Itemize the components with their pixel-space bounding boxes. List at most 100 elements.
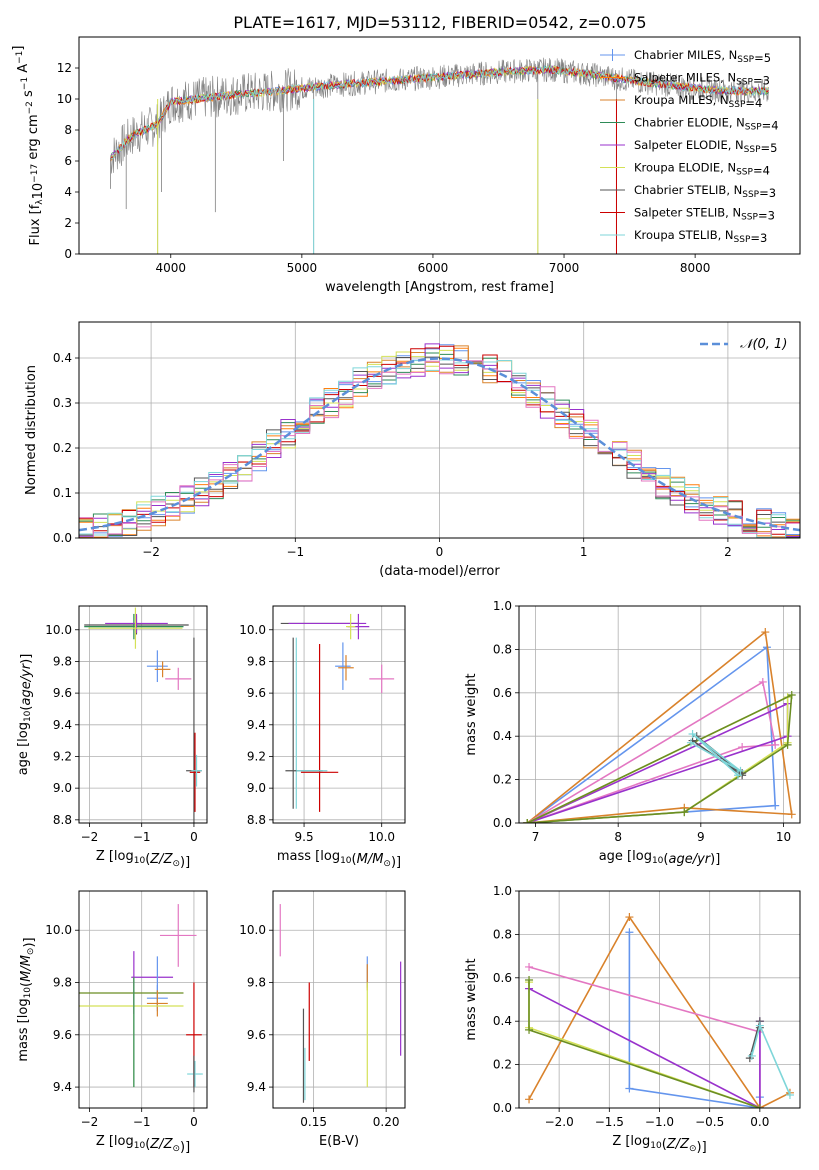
y-tick-label: 9.4 [247,1080,266,1094]
y-tick-label: 0.0 [53,531,72,545]
x-tick-label: 0 [436,545,444,559]
axes-frame [78,890,208,1109]
y-tick-label: 9.8 [247,654,266,668]
x-tick-label: 0.0 [750,1115,769,1129]
x-tick-label: 0.20 [373,1115,400,1129]
y-tick-label: 9.6 [53,1028,72,1042]
y-axis-label: mass [log10(M/M⊙)] [16,937,37,1061]
x-tick-label: 7000 [549,261,580,275]
y-tick-label: 9.4 [53,1080,72,1094]
y-axis-label: mass weight [464,958,479,1040]
weight-marker [755,1021,764,1030]
weight-marker [525,1025,534,1034]
axes-frame [78,605,208,824]
y-tick-label: 0.4 [493,1014,512,1028]
x-tick-label: −0.5 [695,1115,724,1129]
weight-line [526,702,789,823]
panel-weight_vs_age: 7 8 9 10 0.0 0.2 0.4 0.6 0.8 1.0 age [log10(age/yr… [464,599,801,867]
y-axis-label: age [log10(age/yr)] [16,654,34,776]
x-axis-label: E(B-V) [319,1134,359,1149]
y-tick-label: 0.4 [493,729,512,743]
x-tick-label: −1 [133,1115,151,1129]
x-tick-label: 8 [614,830,622,844]
errorbar-points [280,613,395,812]
x-tick-label: −1.0 [645,1115,674,1129]
y-axis-label: mass weight [464,673,479,755]
legend-label: Salpeter MILES, NSSP=3 [634,71,770,88]
y-tick-label: 1.0 [493,884,512,898]
y-tick-label: 9.0 [247,781,266,795]
weight-marker [525,1095,534,1104]
x-axis-label: wavelength [Angstrom, rest frame] [325,280,554,295]
x-tick-label: −1 [286,545,304,559]
y-tick-label: 10.0 [45,623,72,637]
axes-frame [272,605,406,824]
weight-marker [787,690,796,699]
weight-marker [525,962,534,971]
x-tick-label: 6000 [418,261,449,275]
y-tick-label: 0.2 [53,441,72,455]
weight-series [525,913,794,1108]
weight-line [528,915,791,1108]
weight-marker [680,808,689,817]
y-tick-label: 9.6 [53,686,72,700]
legend-label: Kroupa ELODIE, NSSP=4 [634,161,770,178]
weight-marker [758,677,767,686]
y-tick-label: 9.2 [247,749,266,763]
axes-frame [272,890,406,1109]
panel-age_vs_Z: −2 −1 0 8.8 9.0 9.2 9.4 9.6 9.8 10.0 Z [log10(Z/Z⊙… [16,605,208,870]
x-tick-label: 8000 [680,261,711,275]
axes-frame [518,605,801,824]
y-tick-label: 0.0 [493,1101,512,1115]
x-axis-label: Z [log10(Z/Z⊙)] [96,849,190,870]
legend-label: 𝒩(0, 1) [740,337,787,352]
histogram-step-line [79,345,800,535]
weight-marker [686,738,695,747]
x-axis-label: mass [log10(M/M⊙)] [277,849,401,870]
weight-marker [785,1090,794,1099]
weight-marker [755,1104,764,1108]
y-tick-label: 9.0 [53,781,72,795]
weight-line [628,932,761,1108]
x-tick-label: −2 [81,1115,99,1129]
legend-label: Salpeter ELODIE, NSSP=5 [634,138,777,155]
legend-label: Salpeter STELIB, NSSP=3 [634,206,775,223]
legend-label: Kroupa MILES, NSSP=4 [634,93,762,110]
weight-line [751,1023,791,1096]
y-tick-label: 9.2 [53,749,72,763]
x-tick-label: 10.0 [368,830,395,844]
errorbar-points [279,904,402,1103]
x-tick-label: 0.15 [300,1115,327,1129]
weight-series [523,628,796,823]
x-axis-label: (data-model)/error [379,564,500,579]
weight-marker [688,730,697,739]
y-tick-label: 0.1 [53,486,72,500]
weight-marker [747,1051,756,1060]
y-tick-label: 10.0 [45,923,72,937]
y-tick-label: 0.4 [53,351,72,365]
y-tick-label: 10 [57,92,72,106]
figure-title: PLATE=1617, MJD=53112, FIBERID=0542, z=0… [233,13,646,32]
errorbar-points [84,607,202,823]
histogram-series [79,343,800,538]
y-tick-label: 9.6 [247,686,266,700]
weight-line [526,645,777,823]
weight-line [690,733,741,776]
y-tick-label: 9.8 [247,976,266,990]
y-tick-label: 0.0 [493,816,512,830]
weight-marker [787,810,796,819]
legend-label: Chabrier ELODIE, NSSP=4 [634,116,779,133]
weight-marker [525,975,534,984]
y-tick-label: 9.4 [53,718,72,732]
y-tick-label: 1.0 [493,599,512,613]
y-tick-label: 0.6 [493,971,512,985]
weight-marker [783,740,792,749]
y-tick-label: 6 [64,154,72,168]
x-tick-label: 9 [697,830,705,844]
x-tick-label: 0 [190,1115,198,1129]
y-tick-label: 9.8 [53,976,72,990]
weight-line [526,693,793,823]
y-tick-label: 10.0 [239,923,266,937]
weight-marker [761,628,770,637]
